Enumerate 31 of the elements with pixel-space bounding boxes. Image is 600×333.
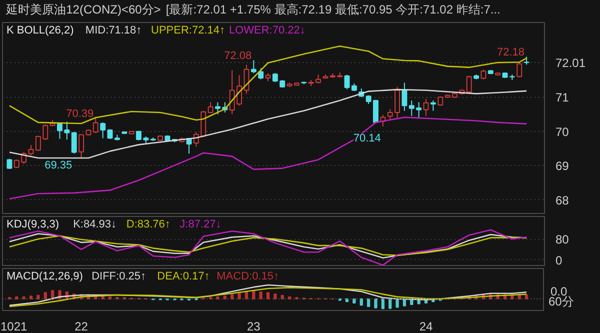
y-tick-label: 71 [556,90,570,105]
annotation: 72.18 [497,46,525,59]
series-label: J:87.27↓ [180,218,222,230]
annotation: 69.35 [44,160,72,172]
y-tick-label: 68 [556,193,570,208]
x-tick-label: 1021 [0,320,28,333]
series-label: MACD:0.15↑ [216,270,279,282]
y-tick-label: 0 [556,253,562,268]
text: 60分 [548,294,574,308]
annotation: 70.39 [66,108,94,120]
series-label: DEA:0.17↑ [157,270,210,282]
x-tick-label: 23 [246,320,261,333]
y-tick-label: 80 [556,232,570,247]
chart-title: 延时美原油12(CONZ)<60分> [5,2,161,16]
legend-title: KDJ(9,3,3) [6,218,60,230]
y-tick-label: 70 [556,124,570,139]
text: UPPER:72.14↑ [151,24,226,36]
x-tick-label: 22 [74,320,88,333]
text: LOWER:70.22↓ [228,24,306,36]
legend-title: K BOLL(26,2) [6,24,74,36]
y-tick-label: 69 [556,159,570,174]
legend-title: MACD(12,26,9) [6,270,83,282]
series-label: DIFF:0.25↑ [92,270,146,282]
y-tick-label: 72.01 [556,56,586,70]
chart-subtitle: [最新:72.01 +1.75% 最高:72.19 最低:70.95 今开:71.02 昨结:7... [166,2,500,16]
text: MID:71.18↑ [85,24,142,36]
annotation: 72.08 [224,50,252,62]
series-label: D:83.76↑ [126,218,170,230]
x-tick-label: 24 [419,320,434,333]
annotation: 70.14 [353,132,381,145]
series-label: K:84.93↓ [73,218,117,230]
